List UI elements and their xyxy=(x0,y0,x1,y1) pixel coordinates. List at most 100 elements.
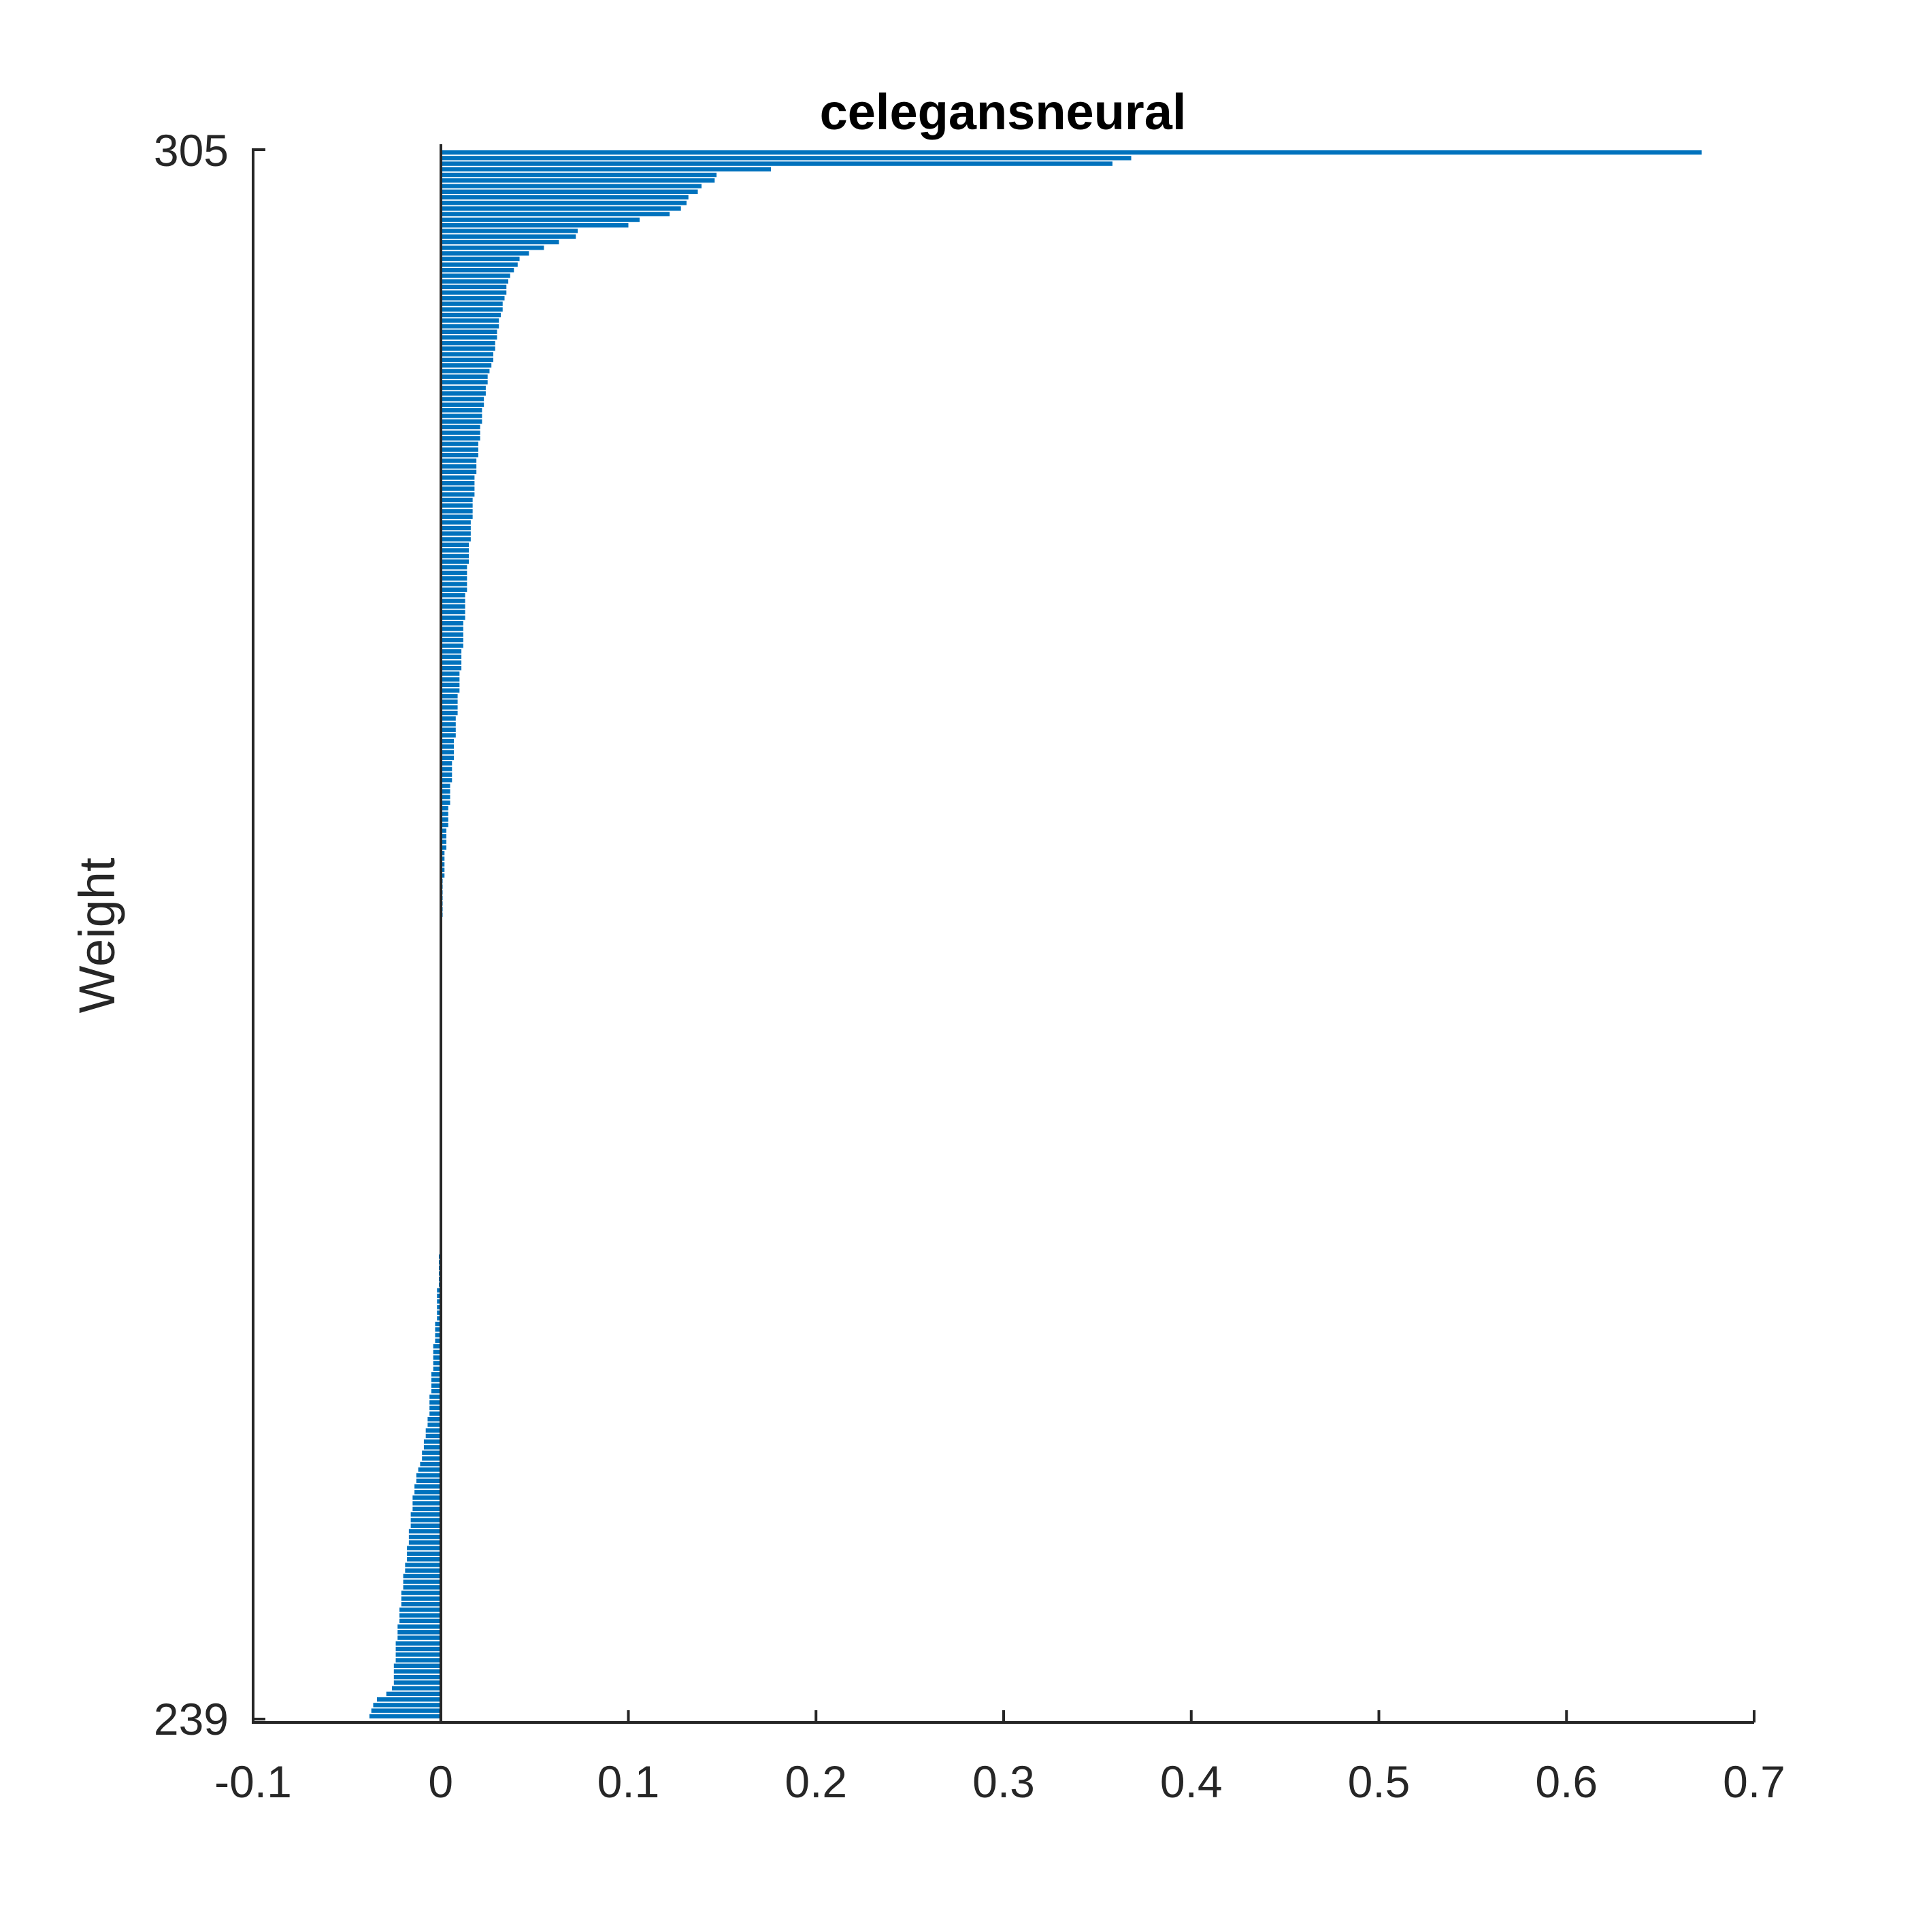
bar xyxy=(435,1321,441,1327)
bar xyxy=(440,245,544,250)
bar xyxy=(440,239,559,245)
bar xyxy=(440,778,452,783)
bar xyxy=(440,509,473,514)
bars-layer xyxy=(369,150,1702,1719)
bar xyxy=(371,1708,441,1713)
bar xyxy=(397,1624,441,1629)
bar xyxy=(440,705,458,710)
bar xyxy=(397,1635,441,1640)
bar xyxy=(397,1630,441,1635)
bar xyxy=(437,1293,441,1299)
x-tick-label: 0.6 xyxy=(1535,1756,1598,1807)
bar xyxy=(440,699,458,704)
bar xyxy=(440,615,465,620)
x-tick-label: 0.2 xyxy=(785,1756,847,1807)
bar xyxy=(440,273,510,278)
bar xyxy=(407,1546,441,1550)
bar xyxy=(440,492,475,497)
bar xyxy=(440,156,1132,161)
bar xyxy=(433,1355,441,1360)
bar xyxy=(386,1691,441,1697)
bar xyxy=(440,363,492,368)
bar xyxy=(440,262,518,267)
y-ticks: 305 239 xyxy=(154,125,265,1744)
bar xyxy=(440,772,452,777)
bar xyxy=(440,475,475,480)
bar xyxy=(399,1608,441,1612)
bar xyxy=(440,660,462,665)
bar xyxy=(440,856,445,861)
bar xyxy=(440,559,469,564)
bar xyxy=(403,1585,441,1590)
bar xyxy=(427,1422,441,1427)
bar xyxy=(395,1646,441,1652)
bar xyxy=(440,789,450,794)
bar xyxy=(440,481,475,486)
bar xyxy=(440,442,478,446)
bar xyxy=(440,716,456,721)
bar xyxy=(440,447,478,452)
bar xyxy=(440,307,503,312)
bar xyxy=(440,296,505,301)
bar xyxy=(440,251,529,256)
bar xyxy=(425,1433,441,1439)
bar xyxy=(440,744,455,749)
bar xyxy=(440,369,490,373)
bar xyxy=(408,1535,441,1539)
x-tick-label: 0.1 xyxy=(597,1756,660,1807)
bar xyxy=(399,1618,441,1624)
bar xyxy=(440,212,670,216)
bar xyxy=(440,828,447,833)
bar xyxy=(440,229,578,233)
bar xyxy=(440,649,462,654)
bar xyxy=(440,469,477,474)
bar xyxy=(440,195,689,200)
x-tick-label: -0.1 xyxy=(214,1756,292,1807)
bar xyxy=(440,761,452,766)
bar xyxy=(407,1551,441,1556)
bar xyxy=(410,1518,441,1522)
bar xyxy=(440,407,482,413)
bar xyxy=(440,795,450,799)
bar xyxy=(433,1344,441,1349)
bar xyxy=(440,565,467,570)
y-axis-label: Weight xyxy=(69,857,125,1013)
chart-title: celegansneural xyxy=(820,84,1187,140)
bar xyxy=(440,391,486,396)
bar xyxy=(440,201,687,205)
bar xyxy=(440,284,507,290)
bar xyxy=(440,430,480,435)
bar xyxy=(440,637,463,643)
bar xyxy=(440,525,471,531)
bar xyxy=(440,621,463,626)
bar xyxy=(401,1590,441,1595)
x-tick-label: 0.3 xyxy=(972,1756,1035,1807)
bar xyxy=(437,1288,441,1293)
bar xyxy=(405,1568,441,1573)
bar xyxy=(440,554,469,559)
bar xyxy=(423,1445,441,1450)
bar xyxy=(440,582,467,586)
bar xyxy=(440,750,455,754)
bar xyxy=(412,1501,441,1506)
bar xyxy=(414,1484,441,1489)
bar xyxy=(437,1316,441,1321)
bar xyxy=(440,632,463,637)
bar xyxy=(401,1601,441,1607)
bar xyxy=(440,850,445,856)
bar xyxy=(440,587,467,592)
bar xyxy=(440,531,471,536)
bar xyxy=(393,1663,441,1668)
bar xyxy=(440,520,471,525)
bar xyxy=(440,839,447,844)
x-ticks: -0.1 0 0.1 0.2 0.3 0.4 0.5 0.6 0.7 xyxy=(214,1710,1785,1807)
bar xyxy=(395,1652,441,1657)
bar xyxy=(399,1613,441,1618)
bar xyxy=(437,1310,441,1315)
x-tick-label: 0 xyxy=(428,1756,453,1807)
bar xyxy=(418,1467,441,1472)
bar xyxy=(440,503,473,508)
bar xyxy=(440,671,460,676)
bar xyxy=(440,424,480,430)
bar xyxy=(435,1333,441,1337)
